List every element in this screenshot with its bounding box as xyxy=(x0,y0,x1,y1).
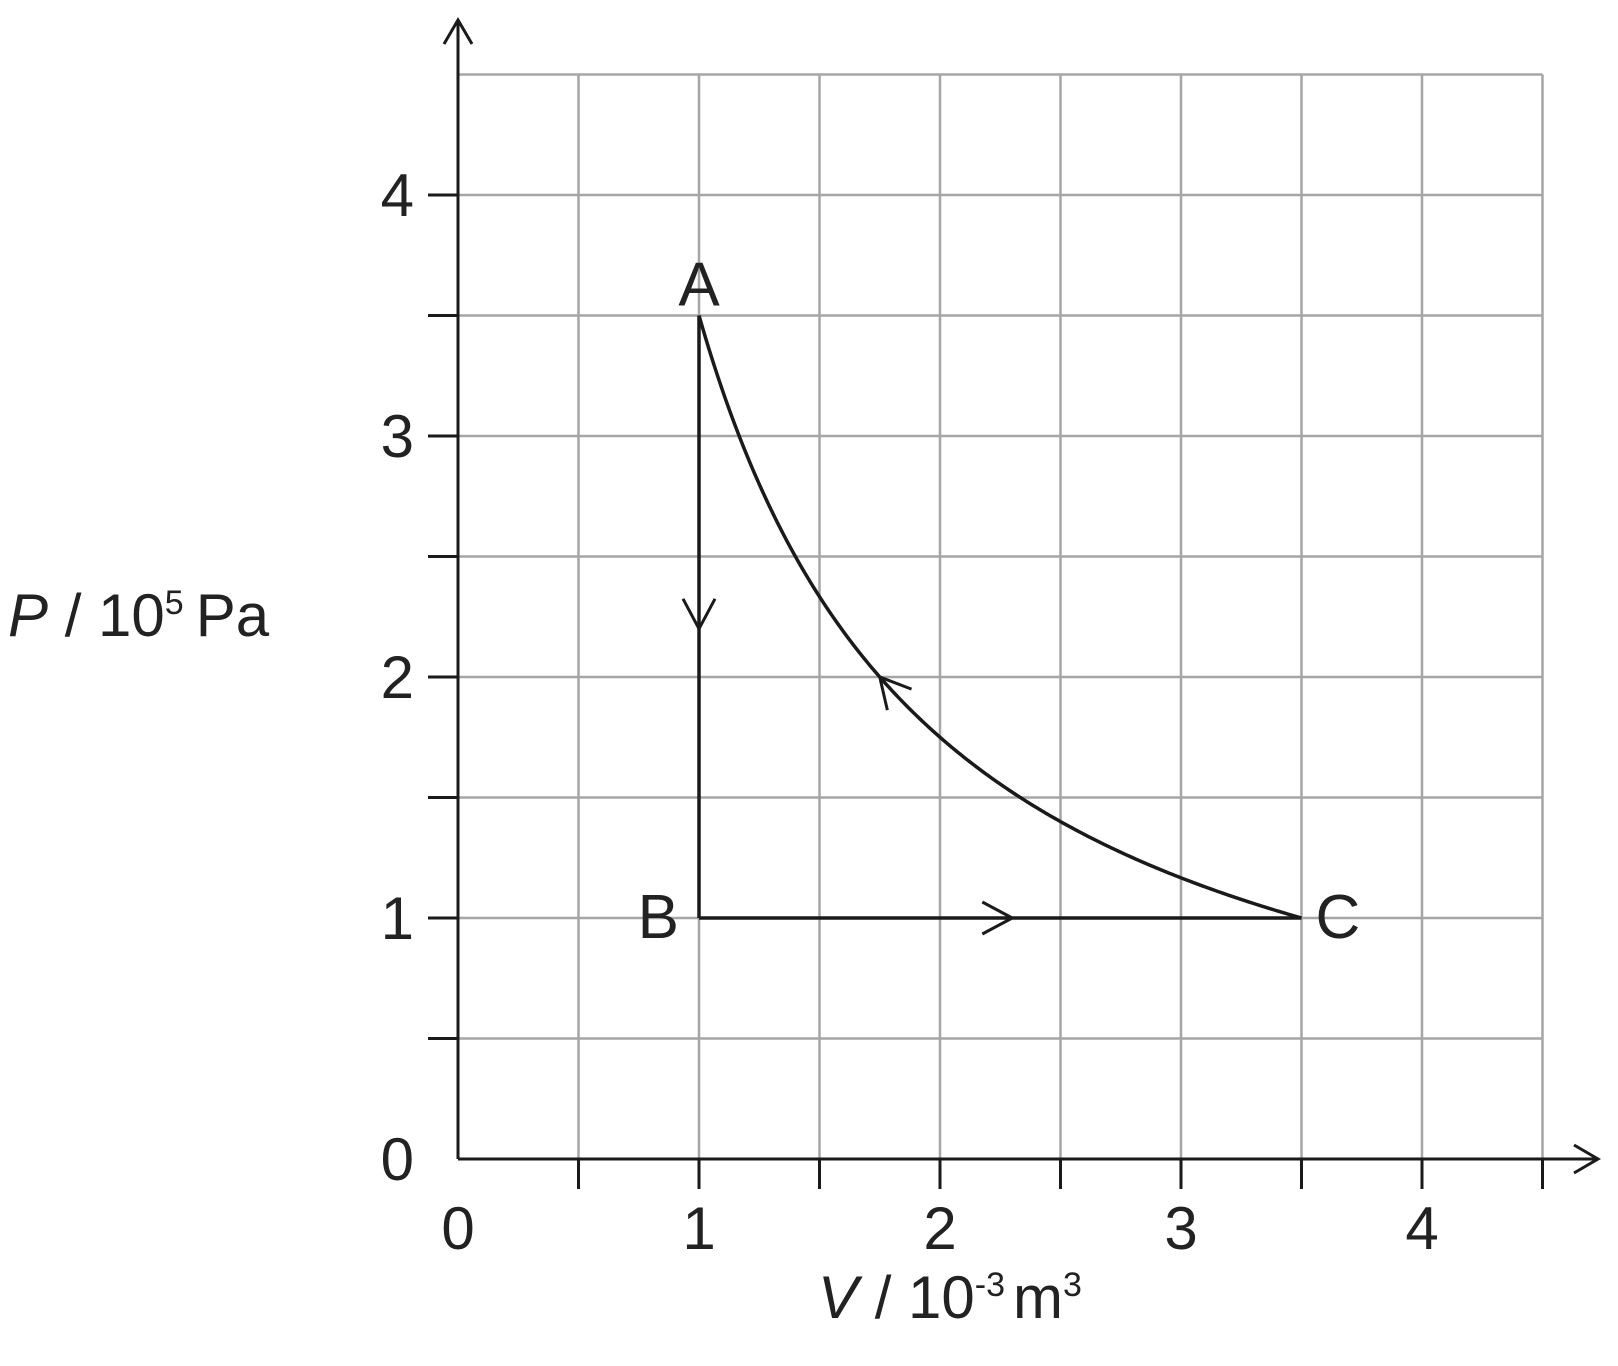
x-axis-arrowhead xyxy=(1573,1143,1601,1175)
y-tick-label: 3 xyxy=(381,403,414,470)
point-label-C: C xyxy=(1316,883,1361,952)
y-tick-label: 2 xyxy=(381,644,414,711)
x-axis-title: V / 10-3 m3 xyxy=(818,1264,1082,1331)
y-axis-title: P / 105 Pa xyxy=(8,582,270,649)
y-tick-label: 0 xyxy=(381,1126,414,1193)
y-tick-label: 4 xyxy=(381,162,414,229)
x-tick-label: 2 xyxy=(923,1195,956,1262)
axes xyxy=(428,17,1601,1189)
y-tick-label: 1 xyxy=(381,885,414,952)
x-tick-label: 3 xyxy=(1164,1195,1197,1262)
process-C-A xyxy=(697,315,1302,920)
grid xyxy=(458,73,1544,1159)
x-tick-label: 0 xyxy=(441,1195,474,1262)
tick-labels: 0 1 2 3 4 0 1 2 3 4 xyxy=(381,162,1439,1262)
arrow-C-A xyxy=(877,674,913,711)
point-label-B: B xyxy=(638,883,679,952)
arrow-A-B xyxy=(681,598,717,632)
x-tick-label: 4 xyxy=(1405,1195,1438,1262)
arrow-B-C xyxy=(981,900,1016,936)
point-label-A: A xyxy=(678,251,720,320)
process-paths xyxy=(681,315,1302,936)
x-tick-label: 1 xyxy=(682,1195,715,1262)
y-axis-arrowhead xyxy=(442,17,474,45)
point-labels: A B C xyxy=(638,251,1361,953)
